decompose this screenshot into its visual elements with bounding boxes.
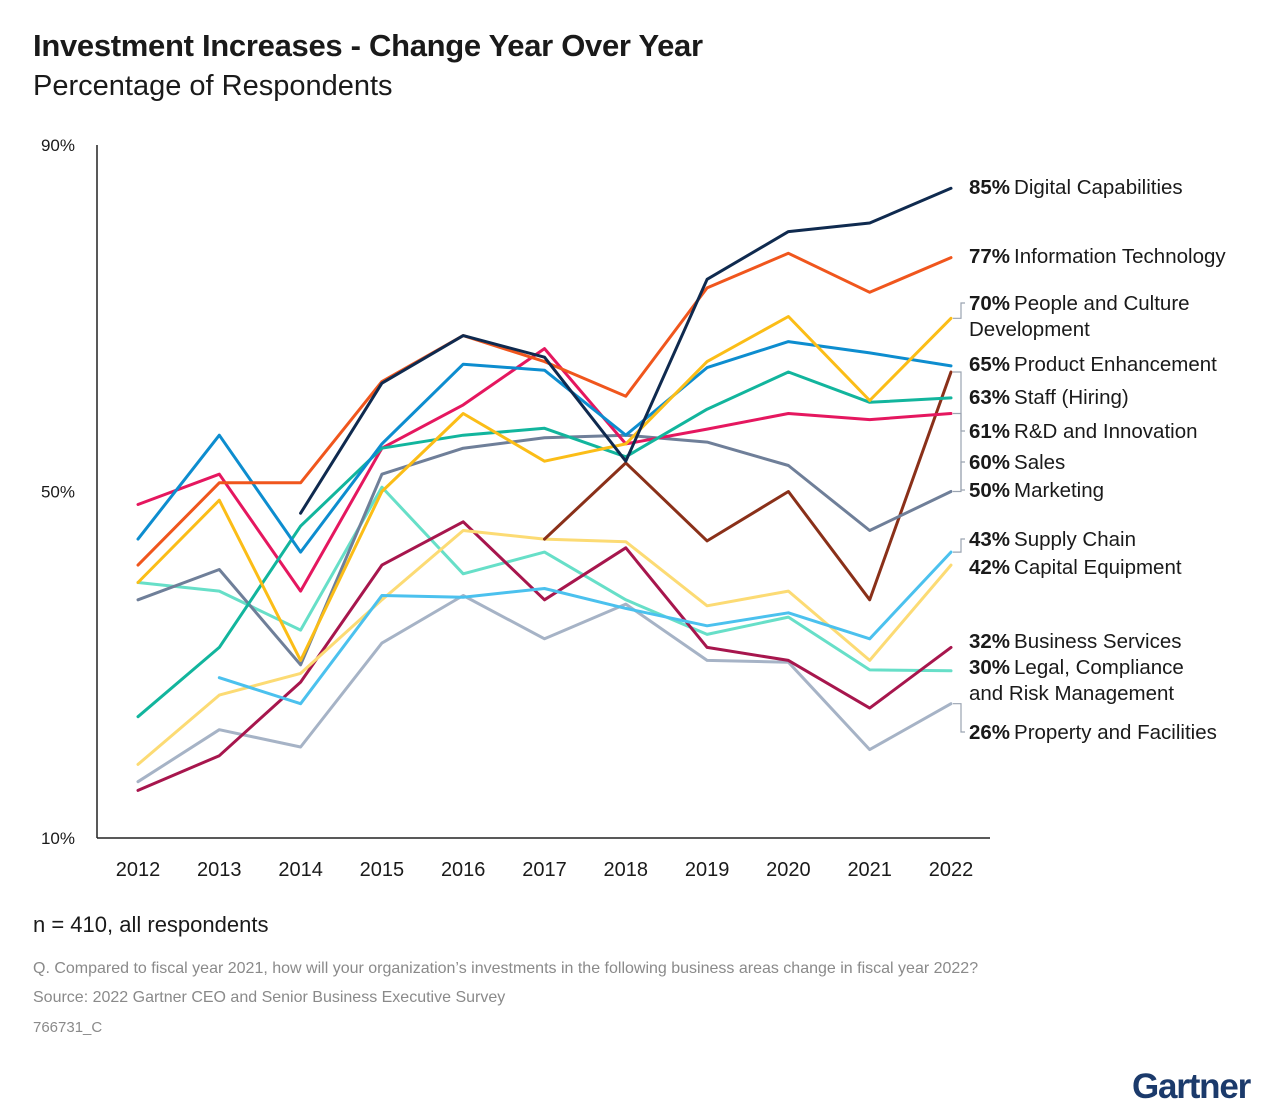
chart-subtitle: Percentage of Respondents bbox=[33, 70, 393, 102]
series-label-text: Property and Facilities bbox=[1014, 721, 1217, 744]
leader-line bbox=[953, 461, 965, 493]
x-tick-label: 2015 bbox=[360, 859, 405, 881]
series-label-pct: 61% bbox=[969, 420, 1010, 443]
series-label-text: Sales bbox=[1014, 451, 1065, 474]
leader-line bbox=[953, 703, 965, 733]
series-label-pct: 77% bbox=[969, 245, 1010, 268]
series-label-pct: 60% bbox=[969, 451, 1010, 474]
series-label-pct: 65% bbox=[969, 353, 1010, 376]
y-tick-labels: 90% 50% 10% bbox=[41, 136, 75, 848]
series-label-text: Capital Equipment bbox=[1014, 556, 1182, 579]
series-label-pct: 42% bbox=[969, 556, 1010, 579]
series-label-pct: 63% bbox=[969, 386, 1010, 409]
series-label: 63% Staff (Hiring) bbox=[969, 386, 1129, 409]
sample-size-note: n = 410, all respondents bbox=[33, 912, 269, 937]
x-tick-label: 2020 bbox=[766, 859, 811, 881]
series-line bbox=[136, 370, 953, 719]
series-label: 32% Business Services bbox=[969, 630, 1182, 653]
series-label-text: Business Services bbox=[1014, 630, 1181, 653]
series-label: 42% Capital Equipment bbox=[969, 556, 1182, 579]
y-tick-label: 90% bbox=[41, 136, 75, 155]
series-line bbox=[299, 186, 953, 515]
series-label: 50% Marketing bbox=[969, 479, 1104, 502]
leader-line bbox=[953, 302, 965, 319]
series-line bbox=[217, 550, 953, 706]
series-label-pct: 70% bbox=[969, 292, 1010, 315]
survey-question: Q. Compared to fiscal year 2021, how wil… bbox=[33, 960, 979, 977]
series-label: 43% Supply Chain bbox=[969, 528, 1136, 551]
x-tick-label: 2022 bbox=[929, 859, 974, 881]
series-label-pct: 43% bbox=[969, 528, 1010, 551]
series-label-pct: 50% bbox=[969, 479, 1010, 502]
series-label-text: Development bbox=[969, 318, 1090, 341]
series-line bbox=[136, 594, 953, 784]
series-label-text: Legal, Compliance bbox=[1014, 656, 1184, 679]
series-line bbox=[543, 370, 953, 602]
y-tick-label: 50% bbox=[41, 483, 75, 502]
x-tick-label: 2021 bbox=[847, 859, 892, 881]
x-tick-label: 2018 bbox=[604, 859, 649, 881]
series-label-text: and Risk Management bbox=[969, 682, 1174, 705]
series-line bbox=[136, 251, 953, 567]
series-label-pct: 85% bbox=[969, 176, 1010, 199]
series-line bbox=[136, 485, 953, 673]
series-label-text: Product Enhancement bbox=[1014, 353, 1217, 376]
gartner-logo: Gartner bbox=[1132, 1067, 1251, 1106]
series-label: 60% Sales bbox=[969, 451, 1065, 474]
series-label-text: Staff (Hiring) bbox=[1014, 386, 1129, 409]
leader-line bbox=[953, 412, 965, 432]
x-tick-label: 2013 bbox=[197, 859, 242, 881]
x-tick-label: 2012 bbox=[116, 859, 161, 881]
leader-line bbox=[953, 371, 965, 491]
series-label: 61% R&D and Innovation bbox=[969, 420, 1198, 443]
figure-id: 766731_C bbox=[33, 1019, 103, 1036]
series-label: 26% Property and Facilities bbox=[969, 721, 1217, 744]
series-line bbox=[136, 529, 953, 766]
source-note: Source: 2022 Gartner CEO and Senior Busi… bbox=[33, 989, 506, 1006]
series-label-pct: 30% bbox=[969, 656, 1010, 679]
series-label-text: Information Technology bbox=[1014, 245, 1226, 268]
series-label: 70% People and Culture Development bbox=[969, 292, 1190, 341]
x-tick-label: 2014 bbox=[278, 859, 323, 881]
series-line bbox=[136, 520, 953, 792]
series-label: 65% Product Enhancement bbox=[969, 353, 1217, 376]
series-line bbox=[136, 315, 953, 662]
series-label: 30% Legal, Compliance and Risk Management bbox=[969, 656, 1184, 705]
series-label-text: Marketing bbox=[1014, 479, 1104, 502]
series-label-pct: 26% bbox=[969, 721, 1010, 744]
line-chart: 90%50%10% 2012 2013 2014 2015 2016 2017 2018 20… bbox=[41, 136, 1226, 881]
series-label: 85% Digital Capabilities bbox=[969, 176, 1183, 199]
leader-line bbox=[953, 538, 965, 553]
chart-title: Investment Increases - Change Year Over … bbox=[33, 28, 703, 63]
y-tick-label: 10% bbox=[41, 829, 75, 848]
x-tick-labels: 2012 2013 2014 2015 2016 2017 2018 2019 2020 2021… bbox=[116, 859, 974, 881]
series-label-text: Digital Capabilities bbox=[1014, 176, 1183, 199]
series-lines bbox=[136, 186, 953, 792]
x-tick-label: 2016 bbox=[441, 859, 486, 881]
series-line bbox=[136, 347, 953, 593]
series-label-text: R&D and Innovation bbox=[1014, 420, 1197, 443]
x-tick-label: 2017 bbox=[522, 859, 567, 881]
series-labels: 85% Digital Capabilities 77% Information Te… bbox=[969, 176, 1226, 744]
x-tick-label: 2019 bbox=[685, 859, 730, 881]
series-line bbox=[136, 433, 953, 667]
series-label-pct: 32% bbox=[969, 630, 1010, 653]
series-line bbox=[136, 340, 953, 554]
series-label-text: People and Culture bbox=[1014, 292, 1190, 315]
label-leader-lines bbox=[953, 302, 965, 733]
series-label-text: Supply Chain bbox=[1014, 528, 1136, 551]
series-label: 77% Information Technology bbox=[969, 245, 1226, 268]
